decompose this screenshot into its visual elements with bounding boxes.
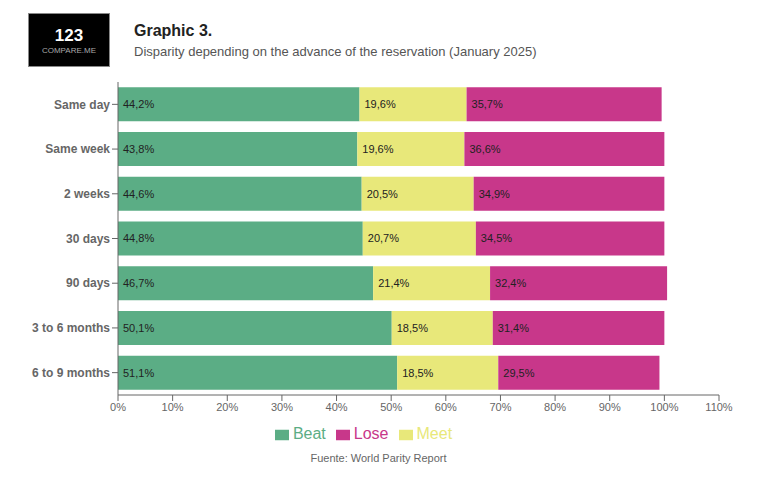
svg-text:60%: 60% — [435, 401, 457, 413]
html-text:Graphic 3.: Graphic 3. — [134, 21, 213, 39]
svg-text:32,4%: 32,4% — [495, 277, 526, 289]
svg-text:90 days: 90 days — [66, 276, 110, 290]
svg-text:30%: 30% — [271, 401, 293, 413]
svg-text:34,9%: 34,9% — [479, 188, 510, 200]
svg-text:44,8%: 44,8% — [123, 232, 154, 244]
svg-text:20,5%: 20,5% — [367, 188, 398, 200]
svg-text:20,7%: 20,7% — [368, 232, 399, 244]
html-text:123: 123 — [54, 25, 84, 45]
svg-text:43,8%: 43,8% — [123, 143, 154, 155]
svg-text:110%: 110% — [705, 401, 733, 413]
svg-text:6 to 9 months: 6 to 9 months — [32, 366, 110, 380]
svg-text:50,1%: 50,1% — [123, 322, 154, 334]
svg-text:80%: 80% — [544, 401, 566, 413]
svg-text:90%: 90% — [599, 401, 621, 413]
svg-text:10%: 10% — [162, 401, 184, 413]
svg-text:Same day: Same day — [54, 98, 110, 112]
html-text:Lose: Lose — [353, 425, 389, 442]
svg-text:100%: 100% — [650, 401, 678, 413]
svg-text:34,5%: 34,5% — [481, 232, 512, 244]
svg-text:20%: 20% — [216, 401, 238, 413]
svg-text:2 weeks: 2 weeks — [64, 187, 110, 201]
html-text:COMPARE.ME: COMPARE.ME — [42, 45, 96, 55]
svg-text:19,6%: 19,6% — [362, 143, 393, 155]
svg-text:19,6%: 19,6% — [364, 98, 395, 110]
svg-text:36,6%: 36,6% — [469, 143, 500, 155]
svg-text:40%: 40% — [326, 401, 348, 413]
svg-text:Same week: Same week — [45, 142, 110, 156]
svg-text:35,7%: 35,7% — [472, 98, 503, 110]
svg-text:31,4%: 31,4% — [498, 322, 529, 334]
html-text:Beat: Beat — [292, 425, 326, 442]
svg-text:29,5%: 29,5% — [503, 367, 534, 379]
html-text:Meet: Meet — [416, 425, 453, 442]
svg-text:50%: 50% — [380, 401, 402, 413]
html-text:Disparity depending on the adv: Disparity depending on the advance of th… — [134, 43, 537, 59]
svg-text:18,5%: 18,5% — [402, 367, 433, 379]
svg-text:21,4%: 21,4% — [378, 277, 409, 289]
svg-text:3 to 6 months: 3 to 6 months — [32, 321, 110, 335]
svg-text:44,2%: 44,2% — [123, 98, 154, 110]
svg-text:18,5%: 18,5% — [397, 322, 428, 334]
svg-text:51,1%: 51,1% — [123, 367, 154, 379]
svg-text:0%: 0% — [110, 401, 126, 413]
html-text:Fuente: World Parity Report: Fuente: World Parity Report — [310, 452, 447, 464]
svg-text:70%: 70% — [489, 401, 511, 413]
svg-text:30 days: 30 days — [66, 232, 110, 246]
svg-text:46,7%: 46,7% — [123, 277, 154, 289]
svg-text:44,6%: 44,6% — [123, 188, 154, 200]
